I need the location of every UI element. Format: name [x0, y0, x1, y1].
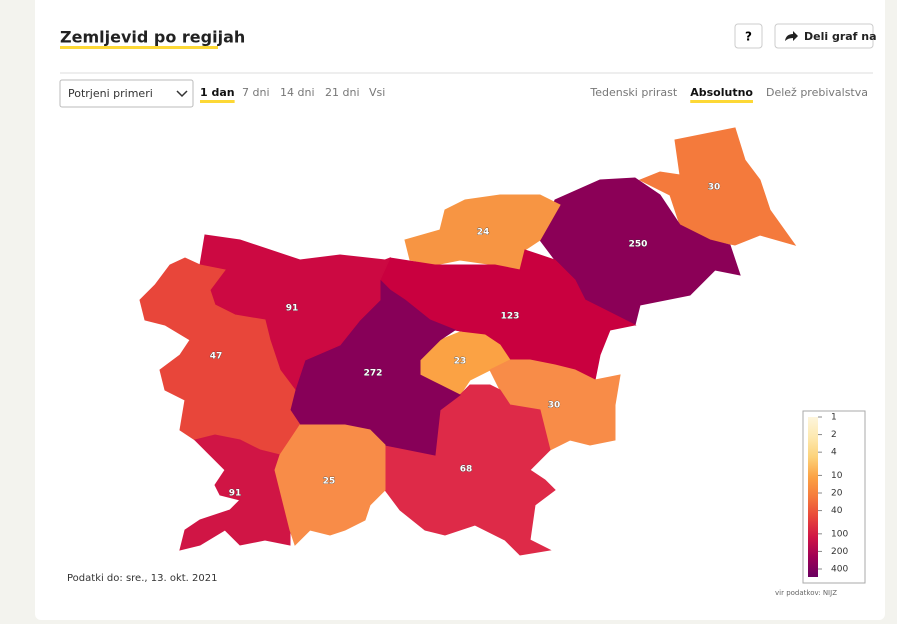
- legend-label: 40: [831, 506, 843, 516]
- mode-tab[interactable]: Delež prebivalstva: [766, 86, 868, 99]
- tab-underline: [690, 100, 753, 103]
- share-icon: [785, 31, 798, 41]
- region: [404, 194, 561, 271]
- legend-label: 1: [831, 413, 837, 423]
- share-button[interactable]: [774, 23, 874, 49]
- period-tab[interactable]: Vsi: [369, 86, 385, 99]
- region-value: 91: [229, 489, 242, 499]
- legend-label: 200: [831, 547, 848, 557]
- legend-label: 4: [831, 448, 837, 458]
- share-label: Deli graf na: [804, 30, 877, 43]
- region-value: 123: [501, 312, 520, 322]
- region: [384, 384, 556, 556]
- footer: Podatki do: sre., 13. okt. 2021: [67, 573, 217, 584]
- title-underline: [60, 46, 218, 49]
- region-value: 250: [629, 240, 648, 250]
- legend-label: 10: [831, 471, 843, 481]
- region-value: 68: [460, 465, 473, 475]
- help-button[interactable]: [734, 23, 763, 49]
- period-tab[interactable]: 1 dan: [200, 86, 235, 99]
- source: vir podatkov: NIJZ: [775, 589, 837, 597]
- region-value: 30: [548, 401, 561, 411]
- region-value: 23: [454, 357, 467, 367]
- help-label: ?: [745, 30, 752, 44]
- legend-label: 20: [831, 489, 843, 499]
- region-value: 30: [708, 183, 721, 193]
- title: Zemljevid po regijah: [60, 28, 245, 47]
- legend-label: 100: [831, 529, 848, 539]
- select[interactable]: [59, 79, 194, 108]
- select-arrow: [176, 90, 188, 98]
- mode-tab[interactable]: Absolutno: [690, 86, 753, 99]
- region-value: 272: [364, 369, 383, 379]
- select-label: Potrjeni primeri: [68, 87, 153, 100]
- region: [274, 424, 386, 546]
- period-tab[interactable]: 14 dni: [280, 86, 315, 99]
- period-tab[interactable]: 21 dni: [325, 86, 360, 99]
- legend-label: 2: [831, 430, 837, 440]
- region-value: 47: [210, 352, 223, 362]
- legend-bar: [808, 417, 818, 577]
- region: [638, 127, 797, 246]
- region: [179, 434, 291, 551]
- region-value: 24: [477, 228, 490, 238]
- region-value: 25: [323, 477, 336, 487]
- period-tab[interactable]: 7 dni: [242, 86, 270, 99]
- legend-label: 400: [831, 565, 848, 575]
- region-value: 91: [286, 304, 299, 314]
- tab-underline: [200, 100, 235, 103]
- mode-tab[interactable]: Tedenski prirast: [589, 86, 678, 99]
